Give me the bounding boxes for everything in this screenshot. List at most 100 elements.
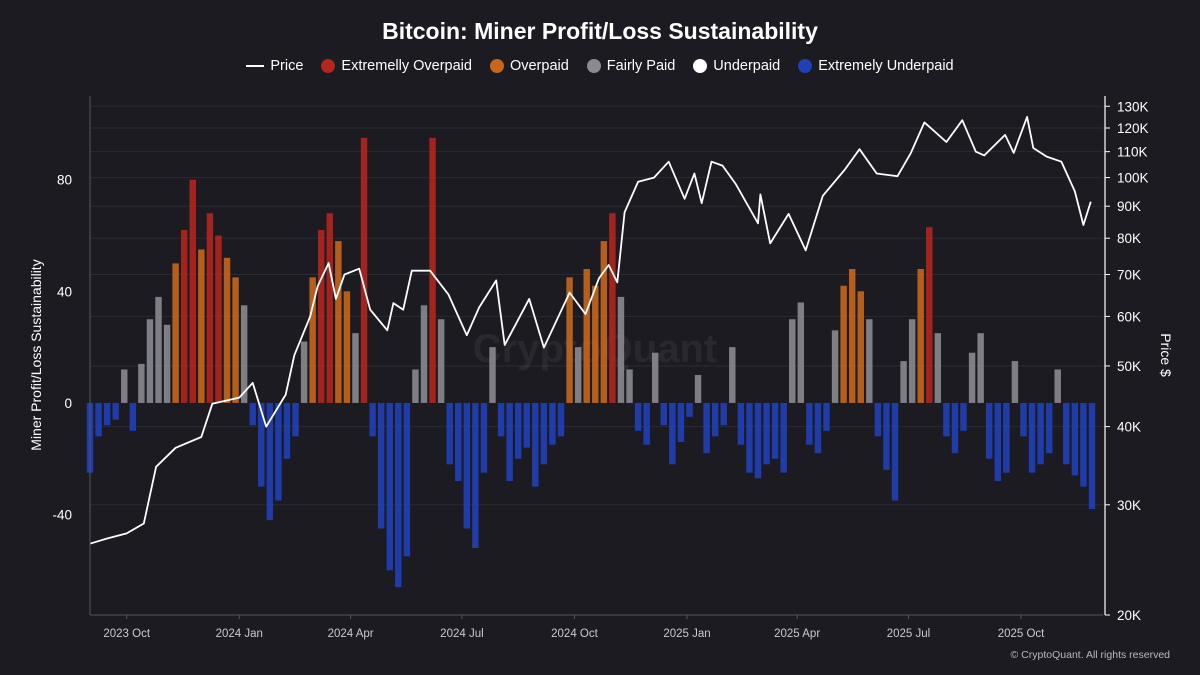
bar — [232, 277, 239, 403]
legend-item-extremely-underpaid[interactable]: Extremely Underpaid — [798, 58, 954, 74]
bar — [566, 277, 573, 403]
bar — [780, 402, 787, 473]
legend-line-swatch — [246, 65, 265, 67]
bar — [720, 402, 727, 426]
bar — [283, 402, 291, 459]
bar — [206, 213, 214, 403]
legend-label: Overpaid — [509, 58, 569, 74]
bar — [934, 333, 942, 403]
right-tick-label: 110K — [1117, 145, 1148, 160]
right-tick-label: 80K — [1117, 231, 1141, 246]
right-axis-title: Price $ — [1158, 333, 1174, 377]
bar — [1045, 402, 1053, 454]
bar — [437, 319, 445, 403]
x-tick-label: 2025 Oct — [998, 628, 1045, 640]
bar — [763, 402, 770, 465]
bar — [540, 402, 548, 465]
bar — [883, 402, 890, 470]
bar — [335, 241, 342, 403]
bar — [326, 213, 334, 403]
right-tick-label: 50K — [1117, 359, 1141, 374]
bar — [960, 402, 967, 431]
legend-label: Underpaid — [713, 58, 781, 74]
bar — [711, 402, 719, 437]
bar — [557, 402, 565, 437]
bar — [1054, 369, 1061, 403]
bar — [300, 341, 308, 403]
bar — [926, 227, 933, 403]
bar — [789, 319, 796, 403]
chart-title: Bitcoin: Miner Profit/Loss Sustainabilit… — [382, 18, 818, 44]
x-tick-label: 2023 Oct — [103, 628, 150, 640]
legend-item-overpaid[interactable]: Overpaid — [489, 58, 569, 74]
bar — [292, 402, 299, 437]
bar — [908, 319, 916, 403]
left-tick-label: 80 — [57, 173, 72, 188]
x-tick-label: 2024 Apr — [328, 628, 374, 640]
bar — [977, 333, 984, 403]
right-tick-label: 30K — [1117, 498, 1141, 513]
bar — [112, 402, 119, 420]
price-series — [89, 116, 1092, 545]
bar — [848, 269, 856, 403]
legend-dot-swatch — [693, 59, 708, 73]
bar — [1020, 402, 1027, 437]
legend-dot-swatch — [489, 59, 504, 73]
bar — [343, 291, 351, 403]
bar — [318, 229, 325, 403]
bar — [163, 324, 171, 403]
bar — [874, 402, 882, 437]
bar — [574, 347, 582, 403]
bar — [532, 402, 539, 487]
bar — [189, 179, 196, 403]
bar — [497, 402, 505, 437]
bar — [900, 361, 907, 403]
bar — [806, 402, 813, 445]
legend-item-fairly-paid[interactable]: Fairly Paid — [586, 58, 675, 74]
bar — [866, 319, 873, 403]
legend-item-price[interactable]: Price — [246, 58, 303, 74]
bar — [1003, 402, 1010, 473]
left-tick-label: 40 — [57, 284, 72, 299]
right-tick-label: 20K — [1117, 608, 1141, 623]
bar — [95, 402, 102, 437]
x-tick-label: 2024 Jul — [440, 628, 483, 640]
x-tick-label: 2025 Apr — [774, 628, 820, 640]
bar — [600, 241, 608, 403]
bar — [198, 249, 205, 403]
right-tick-label: 90K — [1117, 199, 1141, 214]
bar — [455, 402, 462, 482]
x-tick-label: 2025 Jul — [887, 628, 930, 640]
bar — [146, 319, 154, 403]
right-tick-label: 40K — [1117, 420, 1141, 435]
x-tick-label: 2025 Jan — [663, 628, 710, 640]
bar — [386, 402, 393, 571]
bar — [412, 369, 419, 403]
bar — [754, 402, 762, 479]
bar — [609, 213, 616, 403]
bar — [686, 402, 693, 417]
bar — [480, 402, 488, 473]
x-tick-label: 2024 Jan — [216, 628, 263, 640]
bar — [446, 402, 453, 465]
bar — [377, 402, 385, 529]
bar — [943, 402, 950, 437]
bar — [583, 269, 590, 403]
bar — [523, 402, 530, 448]
bar — [472, 402, 479, 549]
bar — [275, 402, 282, 501]
right-tick-label: 100K — [1117, 171, 1149, 186]
bar — [1088, 402, 1096, 509]
legend-item-underpaid[interactable]: Underpaid — [693, 58, 780, 74]
legend-item-extremely-overpaid[interactable]: Extremelly Overpaid — [321, 58, 472, 74]
bar — [797, 302, 805, 403]
bar — [463, 402, 471, 529]
bar — [951, 402, 959, 454]
bar — [823, 402, 830, 431]
bar — [1071, 402, 1079, 476]
bar — [626, 369, 633, 403]
bar — [1011, 361, 1019, 403]
bar — [592, 285, 599, 403]
right-tick-label: 130K — [1117, 99, 1149, 114]
